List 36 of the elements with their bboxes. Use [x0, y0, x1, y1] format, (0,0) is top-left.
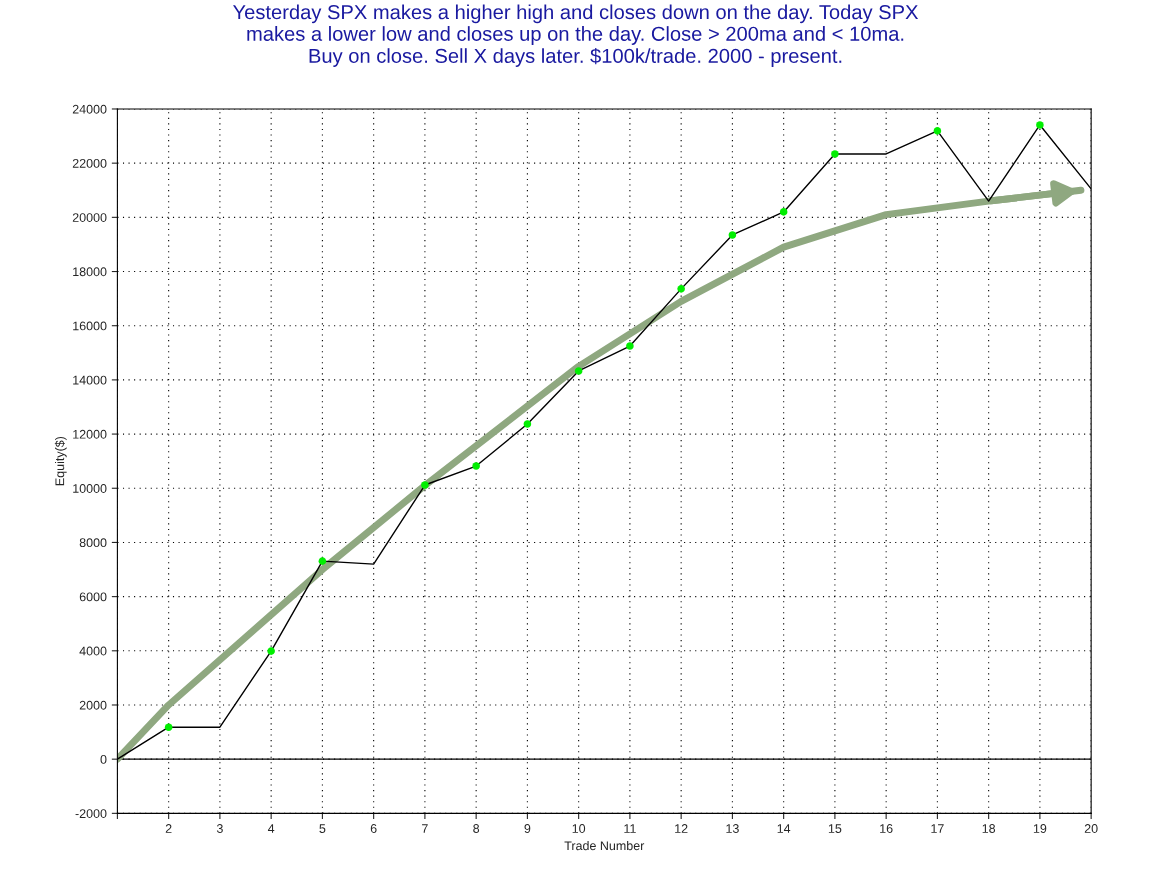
x-tick-label: 5	[319, 824, 326, 833]
chart-title: Yesterday SPX makes a higher high and closes down on the day. Today SPX makes a lower low and closes up on the day. Close > 200ma and < 10ma. Buy on close. Sell X days later. $100k/trade. 2000 - present.	[233, 4, 919, 67]
y-tick-label: 22000	[72, 158, 107, 168]
y-tick-label: 16000	[73, 321, 107, 331]
x-tick-label: 14	[777, 824, 791, 833]
y-axis-title: Equity($)	[54, 436, 67, 486]
x-tick-label: 2	[165, 824, 172, 833]
y-tick-label: 2000	[79, 700, 107, 710]
y-tick-label: 18000	[73, 267, 107, 277]
y-tick-label: 8000	[79, 538, 107, 548]
x-tick-label: 10	[572, 824, 586, 833]
x-tick-label: 17	[931, 824, 944, 833]
x-tick-label: 12	[675, 824, 688, 833]
y-tick-label: 14000	[73, 375, 107, 385]
x-tick-label: 3	[216, 824, 223, 833]
x-tick-label: 8	[473, 824, 480, 833]
x-tick-label: 7	[422, 824, 428, 833]
y-tick-label: 0	[100, 754, 107, 764]
y-tick-label: 6000	[79, 592, 107, 602]
x-tick-label: 13	[726, 824, 739, 833]
x-tick-label: 11	[624, 824, 636, 833]
x-tick-label: 15	[828, 824, 842, 833]
x-tick-label: 18	[982, 824, 996, 833]
x-tick-label: 9	[524, 824, 531, 833]
y-tick-label: 12000	[73, 429, 107, 439]
y-tick-label: 20000	[72, 213, 107, 222]
y-tick-label: 10000	[73, 484, 107, 493]
x-tick-label: 4	[267, 824, 275, 833]
y-tick-label: 4000	[79, 646, 107, 656]
x-tick-label: 20	[1084, 824, 1098, 833]
x-tick-label: 16	[880, 824, 893, 833]
x-tick-label: 6	[370, 824, 377, 833]
y-tick-label: 24000	[72, 104, 107, 114]
y-tick-label: -2000	[75, 809, 107, 818]
x-tick-label: 19	[1033, 824, 1047, 833]
x-axis-title: Trade Number	[564, 840, 645, 851]
